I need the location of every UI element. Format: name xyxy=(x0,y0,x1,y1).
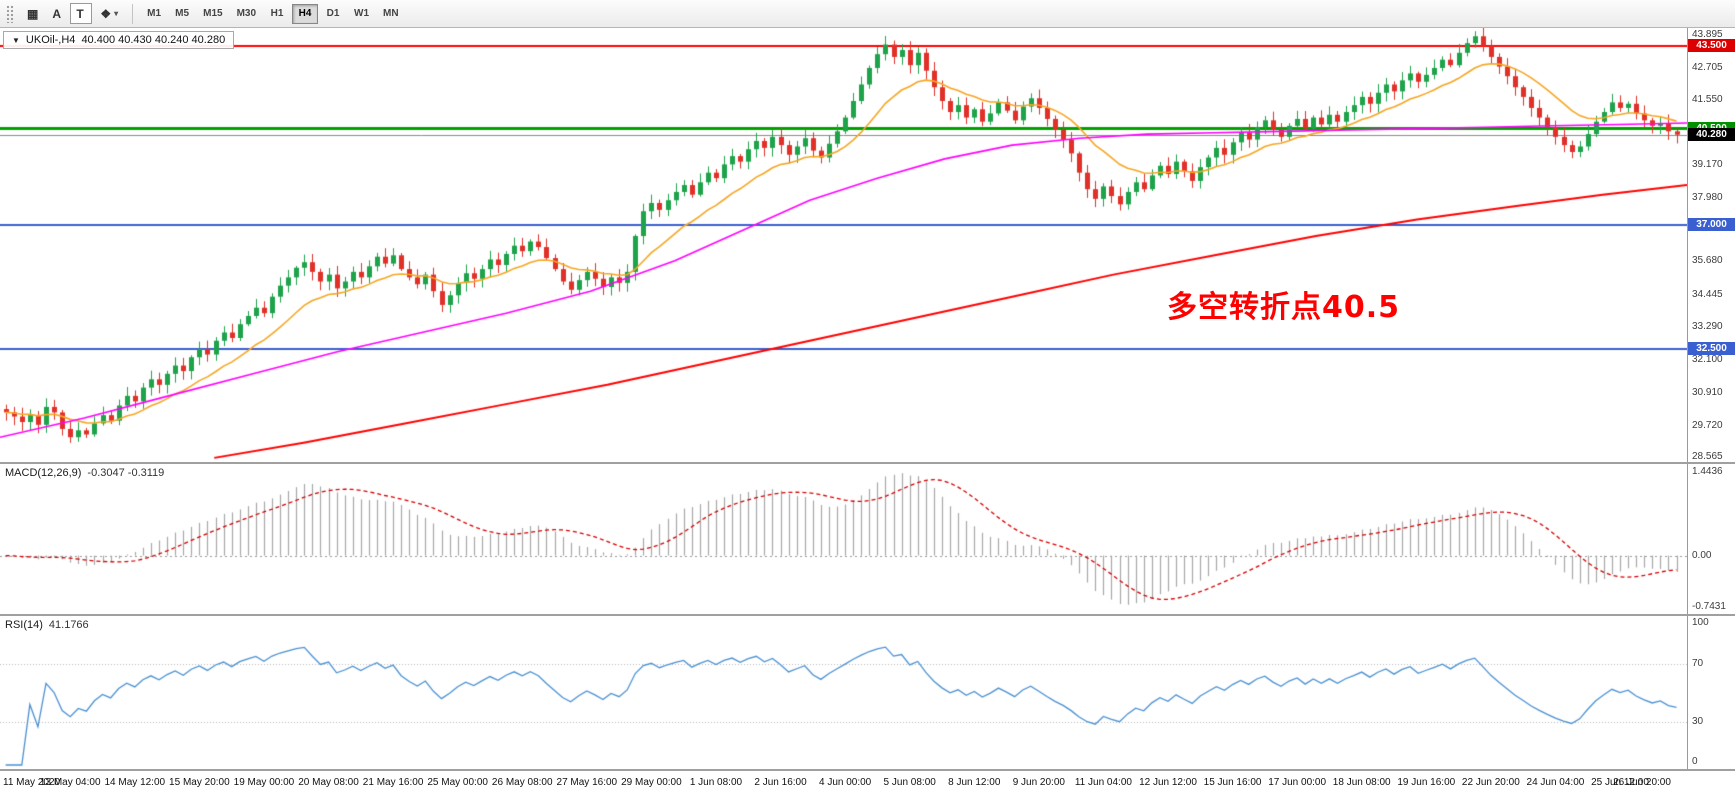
chevron-down-icon: ▾ xyxy=(114,9,119,18)
chart-text-annotation: 多空转折点40.5 xyxy=(1167,290,1401,325)
price-level-badge: 43.500 xyxy=(1688,38,1735,52)
time-tick-label: 26 May 08:00 xyxy=(491,777,553,788)
rsi-value: 41.1766 xyxy=(48,619,89,631)
price-tick-label: 30.910 xyxy=(1692,386,1723,398)
toolbar: ▦ A T ❖ ▾ M1 M5 M15 M30 H1 H4 D1 W1 MN xyxy=(0,0,1735,28)
price-tick-label: 43.895 xyxy=(1692,29,1723,41)
time-tick-label: 2 Jun 16:00 xyxy=(754,777,807,788)
time-tick-label: 21 May 16:00 xyxy=(362,777,424,788)
chart-ohlc-values: 40.400 40.430 40.240 40.280 xyxy=(81,34,226,46)
macd-canvas[interactable] xyxy=(0,464,1687,614)
time-tick-label: 1 Jun 08:00 xyxy=(689,777,743,788)
timeframe-m15-button[interactable]: M15 xyxy=(197,4,228,24)
time-tick-label: 19 Jun 16:00 xyxy=(1397,777,1456,788)
timeframe-m5-button[interactable]: M5 xyxy=(169,4,195,24)
time-tick-label: 14 May 12:00 xyxy=(104,777,166,788)
toolbar-grip[interactable] xyxy=(6,4,14,23)
time-tick-label: 20 May 08:00 xyxy=(298,777,359,788)
macd-panel: 1.4436 0.00 -0.7431 MACD(12,26,9) -0.3047 -… xyxy=(0,464,1735,616)
time-tick-label: 11 Jun 04:00 xyxy=(1074,777,1132,788)
time-tick-label: 12 Jun 12:00 xyxy=(1139,777,1197,788)
chart-grid-icon: ▦ xyxy=(27,6,39,21)
main-chart-canvas[interactable] xyxy=(0,28,1687,462)
timeframe-d1-button[interactable]: D1 xyxy=(320,4,346,24)
timeframe-m1-button[interactable]: M1 xyxy=(141,4,167,24)
price-level-badge: 32.500 xyxy=(1688,342,1735,356)
time-tick-label: 27 May 16:00 xyxy=(556,777,618,788)
rsi-scale-label: 0 xyxy=(1692,756,1698,767)
rsi-canvas[interactable] xyxy=(0,616,1687,769)
dropdown-triangle-icon: ▼ xyxy=(12,35,20,45)
time-tick-label: 5 Jun 08:00 xyxy=(883,777,936,788)
toolbar-button-group: ▦ A T ❖ ▾ xyxy=(21,3,124,24)
macd-scale-label: 1.4436 xyxy=(1692,466,1723,477)
price-tick-label: 32.100 xyxy=(1692,354,1723,366)
price-tick-label: 39.170 xyxy=(1692,159,1723,171)
rsi-scale-label: 100 xyxy=(1692,617,1709,628)
shapes-icon: ❖ xyxy=(100,6,112,21)
time-tick-label: 17 Jun 00:00 xyxy=(1268,777,1327,788)
rsi-name: RSI(14) xyxy=(5,619,43,631)
chart-symbol-period: UKOil-,H4 xyxy=(25,34,76,46)
rsi-label: RSI(14) 41.1766 xyxy=(5,619,89,631)
current-price-badge: 40.280 xyxy=(1688,127,1735,141)
price-tick-label: 33.290 xyxy=(1692,321,1723,333)
macd-axis[interactable]: 1.4436 0.00 -0.7431 xyxy=(1687,464,1735,614)
macd-label: MACD(12,26,9) -0.3047 -0.3119 xyxy=(5,467,164,479)
time-tick-label: 11 May 2020 xyxy=(3,777,61,788)
timeframe-m30-button[interactable]: M30 xyxy=(231,4,262,24)
main-chart-panel: 43.895 42.705 41.550 39.170 37.980 35.680 34.4… xyxy=(0,28,1735,464)
time-tick-label: 22 Jun 20:00 xyxy=(1461,777,1520,788)
price-tick-label: 34.445 xyxy=(1692,289,1723,301)
time-axis[interactable]: 11 May 2020 13 May 04:00 14 May 12:00 15 Ma… xyxy=(0,771,1735,797)
time-tick-label: 19 May 00:00 xyxy=(233,777,295,788)
letter-a-button[interactable]: A xyxy=(46,3,68,24)
rsi-scale-label: 30 xyxy=(1692,715,1704,727)
macd-scale-label: 0.00 xyxy=(1692,549,1712,561)
price-tick-label: 37.980 xyxy=(1692,192,1723,204)
macd-values: -0.3047 -0.3119 xyxy=(87,467,165,479)
time-tick-label: 8 Jun 12:00 xyxy=(948,777,1001,788)
letter-a-icon: A xyxy=(52,6,62,21)
timeframe-group: M1 M5 M15 M30 H1 H4 D1 W1 MN xyxy=(141,3,405,24)
chart-title-box[interactable]: ▼ UKOil-,H4 40.400 40.430 40.240 40.280 xyxy=(3,31,235,49)
rsi-axis[interactable]: 100 70 30 0 xyxy=(1687,616,1735,769)
price-tick-label: 29.720 xyxy=(1692,419,1723,431)
timeframe-h1-button[interactable]: H1 xyxy=(264,4,290,24)
toolbar-separator xyxy=(132,3,134,24)
price-tick-label: 28.565 xyxy=(1692,451,1723,463)
time-tick-label: 26 Jun 20:00 xyxy=(1613,777,1671,788)
time-tick-label: 15 Jun 16:00 xyxy=(1203,777,1262,788)
time-tick-label: 15 May 20:00 xyxy=(169,777,230,788)
rsi-scale-label: 70 xyxy=(1692,657,1704,669)
price-tick-label: 41.550 xyxy=(1692,93,1723,105)
time-tick-label: 4 Jun 00:00 xyxy=(818,777,872,788)
main-price-axis[interactable]: 43.895 42.705 41.550 39.170 37.980 35.680 34.4… xyxy=(1687,28,1735,462)
price-tick-label: 42.705 xyxy=(1692,61,1723,73)
time-tick-label: 25 Jun 12:00 xyxy=(1591,777,1649,788)
time-tick-label: 18 Jun 08:00 xyxy=(1332,777,1391,788)
macd-name: MACD(12,26,9) xyxy=(5,467,82,479)
time-tick-label: 13 May 04:00 xyxy=(39,777,101,788)
time-tick-label: 9 Jun 20:00 xyxy=(1012,777,1065,788)
time-tick-label: 29 May 00:00 xyxy=(621,777,682,788)
price-tick-label: 35.680 xyxy=(1692,255,1723,267)
rsi-panel: 100 70 30 0 RSI(14) 41.1766 xyxy=(0,616,1735,771)
price-level-badge: 37.000 xyxy=(1688,218,1735,232)
text-tool-icon: T xyxy=(76,6,84,21)
timeframe-w1-button[interactable]: W1 xyxy=(348,4,375,24)
text-tool-button[interactable]: T xyxy=(70,3,93,24)
shapes-button[interactable]: ❖ ▾ xyxy=(94,3,124,24)
time-tick-label: 25 May 00:00 xyxy=(427,777,488,788)
timeframe-h4-button[interactable]: H4 xyxy=(292,3,319,24)
chart-grid-button[interactable]: ▦ xyxy=(21,3,44,24)
macd-scale-label: -0.7431 xyxy=(1692,601,1726,612)
time-tick-label: 24 Jun 04:00 xyxy=(1526,777,1585,788)
timeframe-mn-button[interactable]: MN xyxy=(377,4,405,24)
